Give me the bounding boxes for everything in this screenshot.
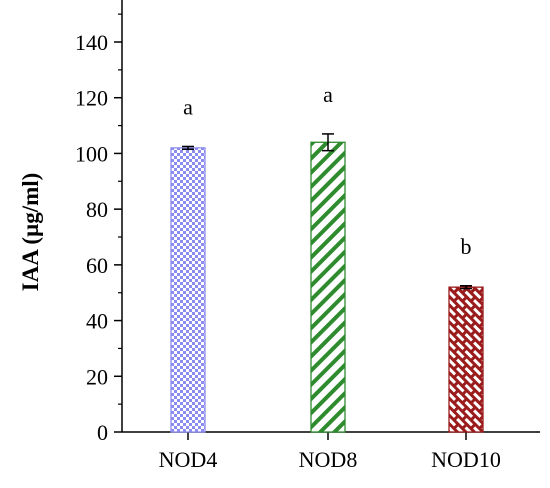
bar-nod10	[448, 286, 484, 433]
y-tick-label: 140	[75, 30, 108, 55]
significance-labels: a a b	[183, 82, 471, 259]
y-tick-label: 40	[86, 309, 108, 334]
bar-nod8	[310, 141, 346, 433]
significance-label: a	[323, 82, 333, 107]
y-tick-label: 60	[86, 253, 108, 278]
significance-label: a	[183, 94, 193, 119]
y-tick-label: 80	[86, 197, 108, 222]
error-bars	[182, 133, 472, 290]
y-axis: 0 20 40 60 80 100 120 140	[75, 0, 123, 445]
y-tick-label: 100	[75, 141, 108, 166]
y-tick-label: 120	[75, 86, 108, 111]
x-axis: NOD4 NOD8 NOD10	[122, 431, 540, 472]
significance-label: b	[461, 234, 472, 259]
x-tick-label: NOD10	[431, 447, 501, 472]
y-axis-title: IAA (µg/ml)	[18, 173, 43, 292]
x-tick-label: NOD4	[159, 447, 218, 472]
x-tick-label: NOD8	[299, 447, 358, 472]
bar-nod4	[170, 147, 206, 433]
y-tick-label: 0	[97, 420, 108, 445]
bars	[170, 141, 484, 433]
y-tick-label: 20	[86, 364, 108, 389]
